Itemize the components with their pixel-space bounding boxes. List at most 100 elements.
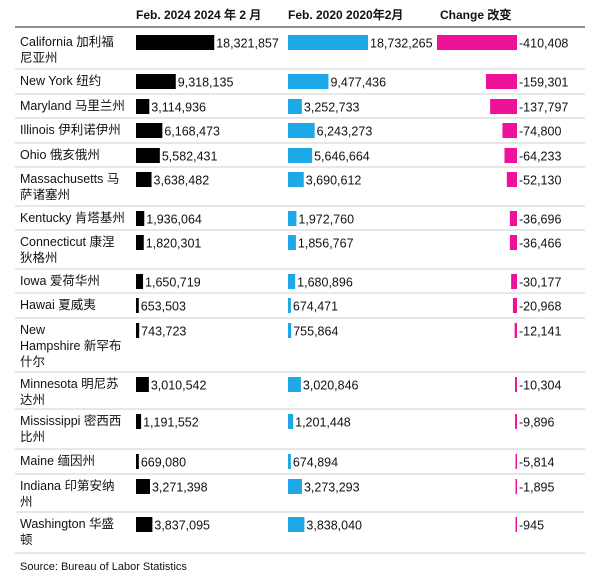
state-label: Illinois 伊利诺伊州 xyxy=(20,123,121,137)
state-label: Minnesota 明尼苏 xyxy=(20,376,119,391)
bar-feb2024 xyxy=(136,274,144,289)
bar-feb2020 xyxy=(288,479,302,494)
value-feb2024: 653,503 xyxy=(141,300,186,314)
value-feb2024: 6,168,473 xyxy=(164,125,220,139)
value-feb2024: 1,820,301 xyxy=(146,237,202,251)
column-header-1: Feb. 2020 2020年2月 xyxy=(288,7,403,22)
value-feb2024: 3,114,936 xyxy=(151,101,206,115)
bar-feb2024 xyxy=(136,99,150,114)
state-label: 顿 xyxy=(20,533,33,547)
state-label: Iowa 爱荷华州 xyxy=(20,273,100,288)
state-label: Hawai 夏威夷 xyxy=(20,297,96,312)
bar-change xyxy=(515,517,517,532)
value-feb2020: 3,020,846 xyxy=(303,379,359,393)
bar-feb2020 xyxy=(288,123,315,138)
value-feb2020: 1,972,760 xyxy=(298,213,354,227)
bar-change xyxy=(506,172,517,187)
value-change: -30,177 xyxy=(519,276,561,290)
bar-feb2020 xyxy=(288,35,368,50)
bar-feb2024 xyxy=(136,323,140,338)
value-feb2020: 674,471 xyxy=(293,300,338,314)
value-feb2024: 743,723 xyxy=(141,325,186,339)
bar-feb2024 xyxy=(136,235,144,250)
state-label: Kentucky 肯塔基州 xyxy=(20,211,125,225)
bar-feb2020 xyxy=(288,454,291,469)
bar-feb2020 xyxy=(288,517,305,532)
value-feb2024: 5,582,431 xyxy=(162,150,218,164)
bar-change xyxy=(515,454,517,469)
bar-feb2024 xyxy=(136,148,160,163)
value-change: -36,466 xyxy=(519,237,561,251)
value-feb2024: 1,936,064 xyxy=(146,213,202,227)
bar-change xyxy=(514,323,517,338)
state-label: New York 纽约 xyxy=(20,73,101,88)
state-label: 尼亚州 xyxy=(20,51,58,65)
value-feb2020: 18,732,265 xyxy=(370,37,433,51)
value-feb2020: 674,894 xyxy=(293,456,338,470)
bar-change xyxy=(490,99,517,114)
state-label: Maryland 马里兰州 xyxy=(20,99,125,113)
value-feb2024: 9,318,135 xyxy=(178,76,234,90)
bar-change xyxy=(509,211,517,226)
bar-change xyxy=(514,377,517,392)
value-change: -36,696 xyxy=(519,213,561,227)
value-change: -12,141 xyxy=(519,325,561,339)
state-label: Connecticut 康涅 xyxy=(20,234,114,249)
value-feb2020: 755,864 xyxy=(293,325,338,339)
state-label: Washington 华盛 xyxy=(20,516,114,531)
bar-change xyxy=(437,35,517,50)
bar-feb2024 xyxy=(136,454,139,469)
state-label: Indiana 印第安纳 xyxy=(20,478,114,493)
bar-feb2024 xyxy=(136,123,163,138)
bar-feb2024 xyxy=(136,298,139,313)
state-label: Maine 缅因州 xyxy=(20,454,95,468)
value-change: -10,304 xyxy=(519,379,561,393)
value-feb2024: 18,321,857 xyxy=(216,37,279,51)
bar-feb2020 xyxy=(288,235,296,250)
value-feb2024: 3,271,398 xyxy=(152,481,208,495)
value-feb2024: 1,650,719 xyxy=(145,276,201,290)
value-feb2024: 1,191,552 xyxy=(143,416,199,430)
value-change: -159,301 xyxy=(519,76,568,90)
bar-change xyxy=(504,148,517,163)
value-change: -5,814 xyxy=(519,456,554,470)
value-change: -9,896 xyxy=(519,416,554,430)
bar-change xyxy=(509,235,517,250)
bar-feb2024 xyxy=(136,211,145,226)
value-change: -137,797 xyxy=(519,101,568,115)
state-label: 州 xyxy=(20,495,33,509)
column-header-0: Feb. 2024 2024 年 2 月 xyxy=(136,7,261,22)
value-feb2020: 1,856,767 xyxy=(298,237,354,251)
bar-feb2020 xyxy=(288,148,313,163)
bar-feb2024 xyxy=(136,414,142,429)
state-label: Hampshire 新罕布 xyxy=(20,338,121,353)
value-feb2020: 3,838,040 xyxy=(306,519,362,533)
bar-change xyxy=(515,479,517,494)
bar-feb2020 xyxy=(288,323,292,338)
state-label: 达州 xyxy=(20,393,45,407)
column-header-2: Change 改变 xyxy=(440,7,511,22)
bar-feb2024 xyxy=(136,479,150,494)
state-label: Mississippi 密西西 xyxy=(20,413,121,428)
value-feb2020: 3,252,733 xyxy=(304,101,360,115)
value-change: -74,800 xyxy=(519,125,561,139)
value-feb2020: 1,201,448 xyxy=(295,416,351,430)
value-feb2020: 6,243,273 xyxy=(317,125,373,139)
state-label: 狄格州 xyxy=(20,250,58,265)
bar-feb2020 xyxy=(288,274,296,289)
value-change: -52,130 xyxy=(519,174,561,188)
bar-change xyxy=(511,274,517,289)
value-feb2020: 9,477,436 xyxy=(330,76,386,90)
bar-feb2020 xyxy=(288,414,294,429)
bar-feb2020 xyxy=(288,74,329,89)
value-change: -1,895 xyxy=(519,481,554,495)
bar-change xyxy=(512,298,517,313)
value-feb2024: 3,638,482 xyxy=(154,174,210,188)
bar-feb2020 xyxy=(288,172,304,187)
bar-feb2024 xyxy=(136,517,153,532)
value-feb2020: 3,273,293 xyxy=(304,481,360,495)
state-label: 萨诸塞州 xyxy=(20,187,70,202)
state-label: Ohio 俄亥俄州 xyxy=(20,148,100,162)
state-label: 什尔 xyxy=(20,354,45,369)
